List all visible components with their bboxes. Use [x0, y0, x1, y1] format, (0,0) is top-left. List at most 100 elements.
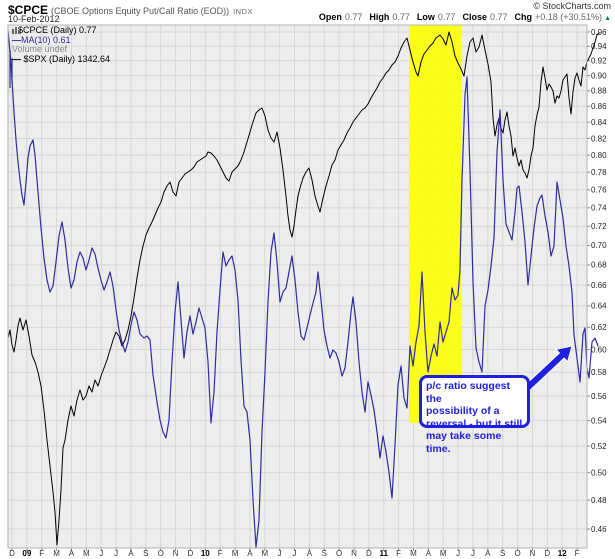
exchange-label: INDX: [233, 7, 253, 16]
y-axis-label: 0.92: [591, 57, 607, 66]
x-axis-label: O: [158, 549, 164, 558]
legend-marker: —: [12, 34, 21, 45]
x-axis-label: 10: [201, 549, 210, 558]
x-axis-label: A: [485, 549, 491, 558]
copyright-label: © StockCharts.com: [533, 1, 611, 11]
ohlc-label-low: Low: [416, 12, 435, 22]
y-axis-label: 0.70: [591, 241, 607, 250]
ohlc-summary: Open 0.77 High 0.77 Low 0.77 Close 0.77 Chg +0.18…: [312, 12, 611, 22]
x-axis-label: M: [261, 549, 268, 558]
volume-bars-icon: [12, 27, 20, 34]
symbol-description: (CBOE Options Equity Put/Call Ratio (EOD…: [51, 6, 230, 16]
ohlc-label-chg: Chg: [514, 12, 533, 22]
x-axis-label: D: [366, 549, 372, 558]
ohlc-label-open: Open: [318, 12, 342, 22]
y-axis-label: 0.58: [591, 368, 607, 377]
annotation-line: reversal - but it still: [426, 417, 523, 430]
y-axis-label: 0.72: [591, 222, 607, 231]
legend-marker: —: [12, 53, 24, 64]
x-axis-label: M: [53, 549, 60, 558]
x-axis-label: D: [188, 549, 194, 558]
y-axis-label: 0.46: [591, 525, 607, 534]
x-axis-label: M: [83, 549, 90, 558]
legend-text: MA(10) 0.61: [21, 34, 71, 45]
legend-text: $SPX (Daily) 1342.64: [23, 53, 111, 64]
x-axis-label: 12: [558, 549, 567, 558]
x-axis-label: M: [440, 549, 447, 558]
plot-border: [7, 24, 588, 549]
ohlc-label-high: High: [369, 12, 390, 22]
x-axis-label: M: [232, 549, 239, 558]
y-axis-label: 0.88: [591, 87, 607, 96]
chart-title: $CPCE (CBOE Options Equity Put/Call Ratio…: [8, 1, 253, 19]
legend-row-2: Volume undef: [12, 27, 110, 55]
y-axis-label: 0.80: [591, 151, 607, 160]
x-axis-label: S: [322, 549, 327, 558]
x-axis-label: J: [456, 549, 460, 558]
legend-row-3: — $SPX (Daily) 1342.64: [12, 53, 111, 65]
y-axis-label: 0.68: [591, 261, 607, 270]
legend-text: $CPCE (Daily) 0.77: [18, 25, 97, 35]
x-axis-label: J: [293, 549, 297, 558]
annotation-line: possibility of a: [426, 405, 500, 417]
annotation-line: may take some time.: [426, 430, 502, 455]
x-axis-label: F: [396, 549, 401, 558]
x-axis-label: S: [500, 549, 505, 558]
y-axis-label: 0.50: [591, 468, 607, 477]
y-axis-label: 0.62: [591, 323, 607, 332]
x-axis-label: M: [410, 549, 417, 558]
y-axis-label: 0.86: [591, 102, 607, 111]
legend-text: Volume undef: [12, 44, 68, 54]
ohlc-value-open: 0.77: [344, 12, 363, 22]
y-axis-label: 0.84: [591, 118, 607, 127]
y-axis-label: 0.90: [591, 71, 607, 80]
ohlc-value-low: 0.77: [437, 12, 456, 22]
x-axis-label: F: [39, 549, 44, 558]
ohlc-value-chg: +0.18 (+30.51%): [535, 12, 603, 22]
annotation-line: p/c ratio suggest the: [426, 380, 511, 405]
y-axis-label: 0.76: [591, 186, 607, 195]
y-axis-label: 0.94: [591, 42, 607, 51]
y-axis-label: 0.78: [591, 168, 607, 177]
plot-background: [8, 25, 587, 548]
cpce-ma-line: [7, 29, 599, 548]
chart-date: 10-Feb-2012: [8, 14, 60, 24]
highlight-band: [409, 25, 461, 423]
annotation-callout: p/c ratio suggest the possibility of a rev…: [419, 375, 530, 455]
legend-row-1: —MA(10) 0.61: [12, 34, 110, 46]
legend-row-0: $CPCE (Daily) 0.77: [12, 25, 110, 36]
x-axis-label: J: [278, 549, 282, 558]
x-axis-label: A: [426, 549, 432, 558]
y-axis-label: 0.60: [591, 345, 607, 354]
x-axis-label: J: [99, 549, 103, 558]
y-axis-label: 0.96: [591, 28, 607, 37]
x-axis-label: S: [143, 549, 148, 558]
y-axis-label: 0.54: [591, 416, 607, 425]
x-axis-label: 09: [22, 549, 31, 558]
x-axis-label: A: [247, 549, 253, 558]
spx-line: [7, 31, 600, 546]
x-axis-label: A: [307, 549, 313, 558]
x-axis-label: D: [544, 549, 550, 558]
y-axis-label: 0.56: [591, 392, 607, 401]
x-axis-label: J: [114, 549, 118, 558]
ohlc-value-high: 0.77: [392, 12, 410, 22]
x-axis-label: D: [9, 549, 15, 558]
y-axis-label: 0.66: [591, 281, 607, 290]
y-axis-label: 0.52: [591, 442, 607, 451]
ohlc-label-close: Close: [462, 12, 487, 22]
x-axis-label: O: [514, 549, 520, 558]
y-axis-label: 0.74: [591, 204, 607, 213]
ohlc-value-close: 0.77: [489, 12, 508, 22]
symbol-label: $CPCE: [8, 3, 49, 17]
x-axis-label: O: [336, 549, 342, 558]
x-axis-label: A: [69, 549, 75, 558]
x-axis-label: N: [351, 549, 357, 558]
y-axis-label: 0.64: [591, 302, 607, 311]
x-axis-label: F: [218, 549, 223, 558]
chart-legend: $CPCE (Daily) 0.77 —MA(10) 0.61 Volume und…: [12, 25, 111, 65]
x-axis-label: A: [128, 549, 134, 558]
x-axis-label: J: [471, 549, 475, 558]
